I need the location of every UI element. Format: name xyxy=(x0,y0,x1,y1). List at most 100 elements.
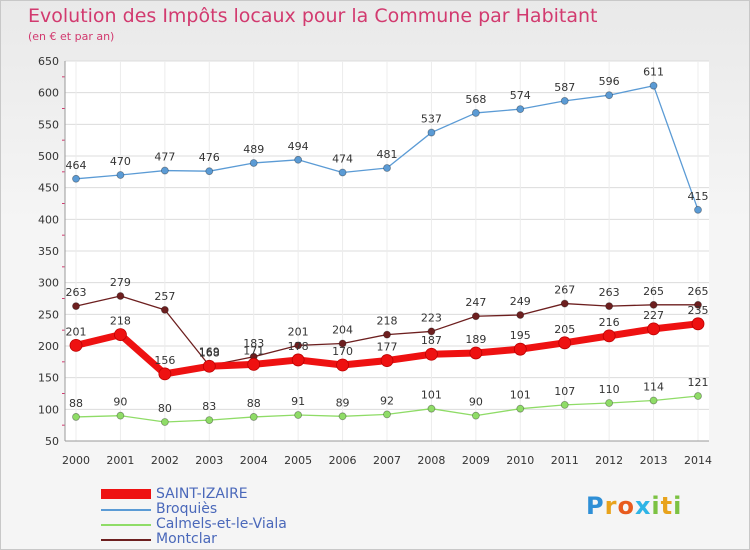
data-label-calmels-et-le-viala: 107 xyxy=(554,385,575,398)
data-label-broquies: 489 xyxy=(243,143,264,156)
x-tick-label: 2009 xyxy=(462,454,490,467)
data-label-saint-izaire: 205 xyxy=(554,323,575,336)
x-tick-label: 2003 xyxy=(195,454,223,467)
data-label-montclar: 257 xyxy=(154,290,175,303)
y-tick-label: 150 xyxy=(38,372,59,385)
data-point-calmels-et-le-viala xyxy=(605,399,614,407)
data-point-montclar xyxy=(160,305,169,314)
data-point-broquies xyxy=(249,159,258,167)
data-label-montclar: 265 xyxy=(643,285,664,298)
logo-letter: t xyxy=(660,492,674,520)
data-point-saint-izaire xyxy=(647,322,660,336)
data-point-calmels-et-le-viala xyxy=(516,404,525,413)
data-label-saint-izaire: 235 xyxy=(688,304,709,317)
data-label-saint-izaire: 201 xyxy=(66,325,87,338)
data-label-calmels-et-le-viala: 91 xyxy=(291,395,305,408)
data-label-broquies: 477 xyxy=(154,151,175,164)
x-tick-label: 2000 xyxy=(62,454,90,467)
x-tick-label: 2004 xyxy=(240,454,268,467)
y-tick-label: 300 xyxy=(38,277,59,290)
data-label-broquies: 587 xyxy=(554,81,575,94)
data-point-calmels-et-le-viala xyxy=(338,412,347,421)
y-tick-label: 100 xyxy=(38,403,59,416)
data-label-montclar: 263 xyxy=(66,286,87,299)
data-point-calmels-et-le-viala xyxy=(694,392,702,400)
legend-swatch xyxy=(101,539,151,541)
data-label-broquies: 537 xyxy=(421,113,442,126)
x-tick-label: 2006 xyxy=(329,454,357,467)
data-point-montclar xyxy=(605,302,614,311)
legend-label: SAINT-IZAIRE xyxy=(156,486,248,502)
data-label-broquies: 568 xyxy=(465,93,486,106)
data-point-saint-izaire xyxy=(114,328,127,342)
data-point-montclar xyxy=(427,327,436,336)
logo-letter: i xyxy=(673,492,683,520)
data-label-saint-izaire: 195 xyxy=(510,329,531,342)
data-point-broquies xyxy=(560,97,569,105)
data-point-saint-izaire xyxy=(69,338,83,352)
data-label-broquies: 470 xyxy=(110,155,131,168)
data-label-montclar: 223 xyxy=(421,311,442,324)
data-point-saint-izaire xyxy=(336,358,349,372)
data-point-calmels-et-le-viala xyxy=(471,411,480,420)
data-point-montclar xyxy=(294,341,303,350)
data-label-saint-izaire: 178 xyxy=(288,340,309,353)
data-point-broquies xyxy=(205,167,214,176)
chart-subtitle: (en € et par an) xyxy=(28,30,115,43)
legend-swatch xyxy=(101,489,151,499)
data-point-calmels-et-le-viala xyxy=(205,416,214,425)
data-label-broquies: 476 xyxy=(199,151,220,164)
data-point-saint-izaire xyxy=(380,354,394,367)
data-point-broquies xyxy=(294,155,303,164)
data-point-saint-izaire xyxy=(247,357,261,371)
data-label-calmels-et-le-viala: 80 xyxy=(158,402,172,415)
data-point-calmels-et-le-viala xyxy=(383,410,391,419)
data-label-montclar: 169 xyxy=(199,346,220,359)
data-point-saint-izaire xyxy=(158,367,172,381)
logo-letter: P xyxy=(586,492,605,520)
y-tick-label: 200 xyxy=(38,340,59,353)
legend-label: Broquiès xyxy=(156,501,218,517)
data-point-broquies xyxy=(649,81,658,90)
data-label-calmels-et-le-viala: 83 xyxy=(202,400,216,413)
data-label-saint-izaire: 177 xyxy=(377,341,398,354)
legend-swatch xyxy=(101,524,151,526)
data-label-saint-izaire: 171 xyxy=(243,344,264,357)
data-label-montclar: 183 xyxy=(243,337,264,350)
data-point-broquies xyxy=(72,174,80,183)
data-label-saint-izaire: 189 xyxy=(465,333,486,346)
data-label-montclar: 265 xyxy=(688,285,709,298)
data-label-montclar: 247 xyxy=(465,296,486,309)
data-label-calmels-et-le-viala: 90 xyxy=(469,396,483,409)
data-point-calmels-et-le-viala xyxy=(294,411,303,419)
data-label-calmels-et-le-viala: 92 xyxy=(380,394,394,407)
data-point-calmels-et-le-viala xyxy=(427,404,436,413)
data-label-broquies: 596 xyxy=(599,75,620,88)
data-point-saint-izaire xyxy=(291,353,305,367)
data-point-montclar xyxy=(649,300,658,309)
data-label-saint-izaire: 218 xyxy=(110,315,131,328)
data-label-broquies: 474 xyxy=(332,152,353,165)
data-label-montclar: 204 xyxy=(332,323,353,336)
data-point-montclar xyxy=(72,302,80,311)
data-point-montclar xyxy=(338,339,347,348)
data-point-calmels-et-le-viala xyxy=(249,413,258,421)
data-point-broquies xyxy=(605,91,614,100)
x-tick-label: 2012 xyxy=(595,454,623,467)
legend-label: Calmels-et-le-Viala xyxy=(156,516,287,532)
data-label-saint-izaire: 170 xyxy=(332,345,353,358)
data-point-montclar xyxy=(383,330,391,339)
y-tick-label: 500 xyxy=(38,150,59,163)
x-tick-label: 2010 xyxy=(506,454,534,467)
data-point-broquies xyxy=(160,166,169,175)
x-tick-label: 2013 xyxy=(640,454,668,467)
chart-title: Evolution des Impôts locaux pour la Comm… xyxy=(28,5,598,27)
legend-swatch xyxy=(101,509,151,511)
data-point-broquies xyxy=(694,205,702,214)
x-tick-label: 2011 xyxy=(551,454,579,467)
logo-letter: r xyxy=(604,492,618,520)
data-label-broquies: 494 xyxy=(288,140,309,153)
data-point-saint-izaire xyxy=(469,346,483,360)
